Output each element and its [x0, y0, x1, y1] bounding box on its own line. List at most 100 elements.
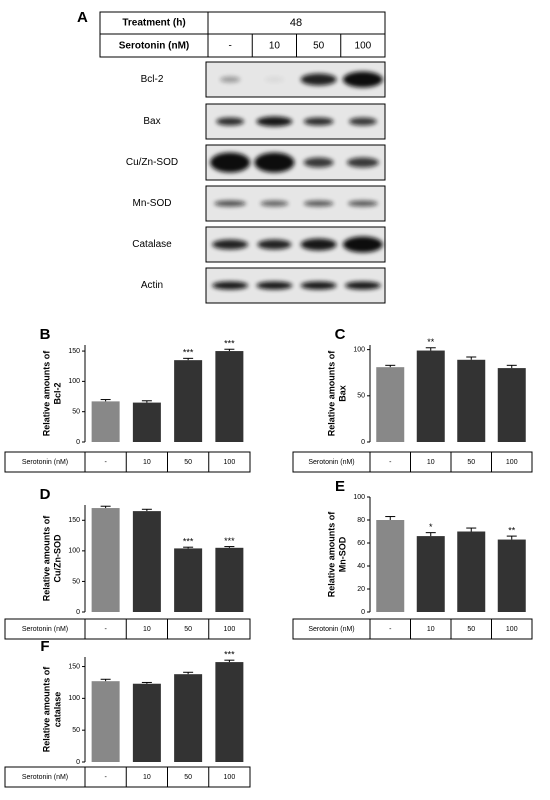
y-tick-label: 50	[72, 727, 80, 734]
panel-label: A	[77, 9, 88, 26]
y-tick-label: 20	[357, 586, 365, 593]
blot-band	[256, 116, 293, 127]
y-tick-label: 50	[72, 578, 80, 585]
bar	[132, 402, 161, 442]
y-axis-label: Relative amounts of	[326, 511, 336, 598]
dose-table	[292, 451, 533, 473]
blot-band	[346, 157, 379, 168]
x-tick-label: 100	[224, 459, 236, 466]
dose-table	[4, 618, 251, 640]
dose-label: 100	[355, 41, 372, 52]
error-bar	[425, 532, 436, 537]
blot-band	[216, 117, 245, 126]
table-label: Serotonin (nM)	[22, 459, 68, 466]
significance: *	[429, 522, 433, 532]
panel-label: C	[335, 326, 346, 343]
bar	[215, 662, 244, 762]
y-axis-label: catalase	[52, 692, 62, 728]
x-tick-label: 50	[184, 459, 192, 466]
error-bar	[183, 546, 194, 549]
error-bar	[141, 508, 152, 512]
y-axis-label: Bcl-2	[52, 382, 62, 404]
x-tick-label: 10	[427, 626, 435, 633]
blot-band	[210, 152, 251, 173]
bar	[132, 683, 161, 762]
x-tick-label: -	[104, 626, 107, 633]
x-tick-label: 100	[224, 774, 236, 781]
y-tick-label: 100	[353, 346, 365, 353]
error-bar	[183, 357, 194, 361]
error-bar	[224, 546, 235, 548]
bar	[174, 360, 203, 442]
table-label: Serotonin (nM)	[22, 774, 68, 781]
error-bar	[141, 400, 152, 403]
blot-label: Catalase	[132, 239, 172, 250]
y-axis-label: Relative amounts of	[41, 350, 51, 437]
y-axis-label: Relative amounts of	[41, 666, 51, 753]
y-tick-label: 50	[72, 409, 80, 416]
bar	[91, 681, 120, 762]
error-bar	[385, 364, 396, 368]
serotonin-label: Serotonin (nM)	[119, 41, 190, 52]
dose-label: 10	[269, 41, 281, 52]
blot-band	[300, 281, 337, 290]
significance: **	[508, 525, 516, 535]
y-tick-label: 50	[357, 393, 365, 400]
y-axis-label: Relative amounts of	[41, 515, 51, 602]
y-tick-label: 100	[68, 695, 80, 702]
blot-band	[303, 117, 334, 126]
error-bar	[224, 659, 235, 663]
bar	[457, 531, 486, 612]
error-bar	[100, 678, 111, 682]
y-axis-label: Bax	[337, 385, 347, 402]
table-label: Serotonin (nM)	[22, 626, 68, 633]
bar	[91, 508, 120, 612]
y-axis-label: Relative amounts of	[326, 350, 336, 437]
significance: ***	[183, 348, 194, 358]
error-bar	[466, 356, 477, 360]
bar	[457, 359, 486, 442]
blot-band	[260, 200, 289, 207]
blot-band	[344, 281, 381, 290]
blot-band	[264, 76, 285, 83]
x-tick-label: -	[389, 459, 392, 466]
y-tick-label: 0	[76, 759, 80, 766]
panel-label: D	[40, 486, 51, 503]
blot-label: Mn-SOD	[133, 198, 172, 209]
y-tick-label: 150	[68, 663, 80, 670]
y-tick-label: 100	[68, 548, 80, 555]
significance: ***	[224, 650, 235, 660]
bar	[174, 674, 203, 762]
blot-band	[212, 281, 249, 290]
blot-label: Cu/Zn-SOD	[126, 157, 178, 168]
panel-label: E	[335, 478, 345, 495]
bar	[376, 520, 405, 612]
bar	[215, 547, 244, 612]
bar	[376, 367, 405, 442]
treatment-label: Treatment (h)	[122, 18, 185, 29]
x-tick-label: 10	[143, 626, 151, 633]
x-tick-label: 10	[427, 459, 435, 466]
blot-band	[254, 152, 295, 173]
bar	[497, 368, 526, 442]
dose-table	[292, 618, 533, 640]
blot-band	[300, 73, 337, 86]
table-label: Serotonin (nM)	[308, 626, 354, 633]
error-bar	[183, 671, 194, 675]
bar	[416, 350, 445, 442]
blot-band	[256, 281, 293, 290]
significance: ***	[224, 339, 235, 349]
bar	[215, 351, 244, 442]
y-tick-label: 150	[68, 517, 80, 524]
x-tick-label: 50	[184, 774, 192, 781]
x-tick-label: 100	[506, 459, 518, 466]
blot-band	[303, 200, 334, 207]
blot-label: Bax	[143, 116, 160, 127]
blot-band	[303, 157, 334, 168]
y-tick-label: 0	[76, 609, 80, 616]
blot-band	[347, 200, 378, 207]
x-tick-label: 100	[224, 626, 236, 633]
y-tick-label: 0	[361, 609, 365, 616]
error-bar	[506, 364, 517, 369]
